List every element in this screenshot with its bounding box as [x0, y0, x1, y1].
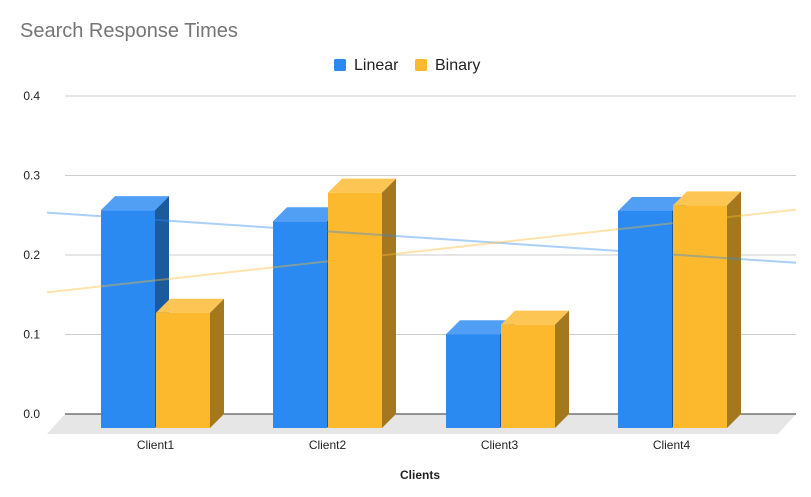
bar-binary-client2 — [328, 178, 396, 428]
bar-front — [101, 210, 155, 428]
y-tick-label: 0.1 — [23, 328, 40, 342]
y-tick-label: 0.3 — [23, 169, 40, 183]
bar-binary-client3 — [501, 310, 569, 428]
bar-front — [618, 210, 672, 428]
bars — [101, 178, 741, 428]
bar-binary-client1 — [156, 298, 224, 428]
y-tick-label: 0.4 — [23, 89, 40, 103]
bar-front — [273, 221, 327, 428]
bar-top — [501, 310, 569, 325]
x-axis-title: Clients — [400, 468, 440, 482]
bar-side — [382, 178, 396, 428]
bar-front — [673, 205, 727, 428]
bar-top — [673, 191, 741, 206]
bar-top — [156, 298, 224, 313]
y-tick-label: 0.2 — [23, 248, 40, 262]
x-axis-ticks: Client1 Client2 Client3 Client4 — [137, 438, 691, 452]
bar-linear-client1 — [101, 196, 169, 428]
legend-label: Binary — [435, 57, 480, 74]
x-tick-label: Client3 — [481, 438, 519, 452]
bar-front — [328, 192, 382, 428]
bar-front — [501, 324, 555, 428]
bar-side — [555, 310, 569, 428]
bar-front — [446, 334, 500, 428]
legend: Linear Binary — [334, 57, 480, 74]
trendlines — [46, 208, 797, 294]
chart-floor — [47, 414, 796, 434]
trendline-linear — [46, 211, 797, 264]
legend-item-binary[interactable]: Binary — [415, 57, 480, 74]
bar-top — [273, 207, 341, 222]
bar-side — [727, 191, 741, 428]
bar-binary-client4 — [673, 191, 741, 428]
legend-label: Linear — [354, 57, 399, 74]
bar-side — [210, 298, 224, 428]
y-tick-label: 0.0 — [23, 407, 40, 421]
bar-top — [618, 196, 686, 211]
x-tick-label: Client1 — [137, 438, 175, 452]
legend-swatch — [334, 59, 346, 71]
bar-top — [328, 178, 396, 193]
y-axis-ticks: 0.0 0.1 0.2 0.3 0.4 — [23, 89, 40, 421]
legend-item-linear[interactable]: Linear — [334, 57, 399, 74]
trendline-binary — [46, 208, 797, 294]
bar-top — [446, 320, 514, 335]
legend-swatch — [415, 59, 427, 71]
x-tick-label: Client4 — [653, 438, 691, 452]
bar-top — [101, 196, 169, 211]
bar-front — [156, 312, 210, 428]
x-tick-label: Client2 — [309, 438, 347, 452]
chart-title: Search Response Times — [20, 20, 238, 42]
